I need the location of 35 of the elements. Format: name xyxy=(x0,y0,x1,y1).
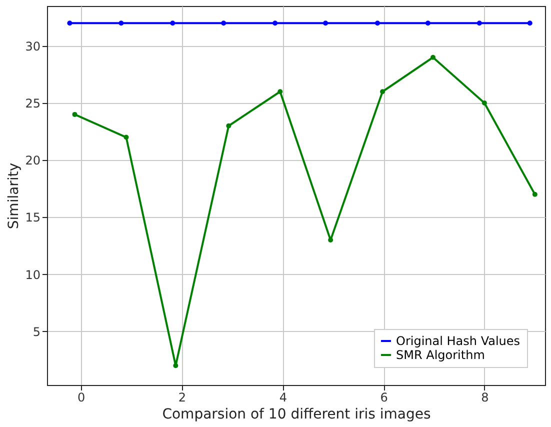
point xyxy=(118,20,124,26)
x-tick-label: 6 xyxy=(380,390,388,404)
point xyxy=(476,20,482,26)
legend-label: Original Hash Values xyxy=(396,334,520,348)
point xyxy=(124,134,129,140)
y-tick-label: 5 xyxy=(32,324,40,339)
point xyxy=(67,20,72,26)
point xyxy=(272,20,278,26)
point xyxy=(374,20,380,26)
point xyxy=(221,20,226,26)
point xyxy=(532,192,538,197)
point xyxy=(278,89,283,94)
legend-label: SMR Algorithm xyxy=(396,348,485,362)
point xyxy=(430,54,436,60)
x-axis-title: Comparsion of 10 different iris images xyxy=(162,406,431,422)
point xyxy=(226,123,232,128)
point xyxy=(170,20,176,26)
y-tick-label: 20 xyxy=(25,154,40,168)
point xyxy=(425,20,430,26)
point xyxy=(328,238,334,243)
point xyxy=(323,20,328,26)
point xyxy=(380,89,386,94)
x-tick-label: 4 xyxy=(279,390,287,404)
y-tick-label: 30 xyxy=(25,39,40,54)
y-tick-label: 25 xyxy=(25,96,40,111)
point xyxy=(173,363,178,368)
point xyxy=(482,100,487,106)
y-tick-label: 10 xyxy=(25,268,40,282)
point xyxy=(72,112,78,117)
x-tick-label: 0 xyxy=(77,390,86,404)
x-tick-label: 2 xyxy=(178,390,186,404)
x-tick-label: 8 xyxy=(481,390,489,404)
point xyxy=(527,20,532,26)
y-tick-label: 15 xyxy=(25,210,40,225)
y-axis-title: Similarity xyxy=(6,162,22,230)
